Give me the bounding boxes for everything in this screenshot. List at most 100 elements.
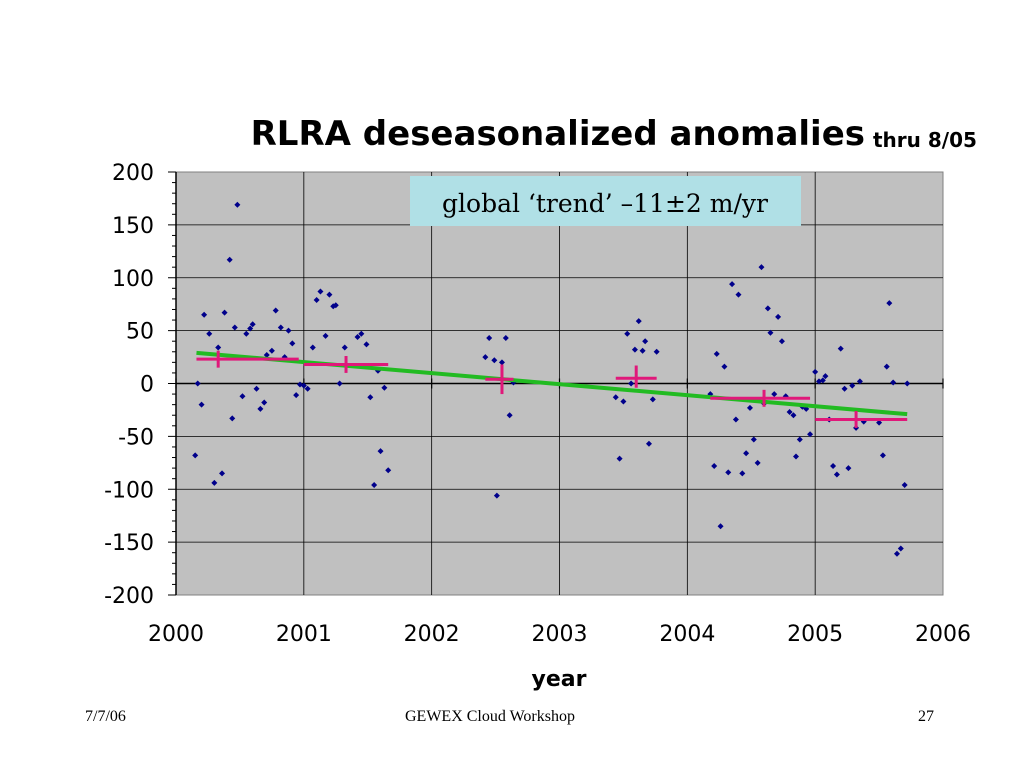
data-point <box>841 385 848 392</box>
data-point <box>775 313 782 320</box>
y-tick-label: -100 <box>104 478 154 503</box>
data-point <box>309 344 316 351</box>
data-point <box>890 379 897 386</box>
data-point <box>778 338 785 345</box>
data-point <box>486 335 493 342</box>
data-point <box>711 462 718 469</box>
data-point <box>904 380 911 387</box>
data-point <box>502 335 509 342</box>
data-point <box>767 329 774 336</box>
x-tick-label: 2000 <box>148 622 204 647</box>
data-point <box>336 380 343 387</box>
trend-annotation: global ‘trend’ –11±2 m/yr <box>410 176 801 226</box>
data-point <box>300 382 307 389</box>
data-point <box>754 459 761 466</box>
data-point <box>790 412 797 419</box>
data-point <box>819 377 826 384</box>
data-point <box>385 467 392 474</box>
data-point <box>253 385 260 392</box>
data-point <box>363 341 370 348</box>
data-point <box>381 384 388 391</box>
data-point <box>249 321 256 328</box>
annual-means <box>196 350 908 428</box>
data-point <box>322 332 329 339</box>
data-point <box>876 419 883 426</box>
data-point <box>758 264 765 271</box>
x-tick-label: 2001 <box>276 622 332 647</box>
data-point <box>326 291 333 298</box>
data-point <box>317 288 324 295</box>
data-point <box>239 393 246 400</box>
data-point <box>206 330 213 337</box>
data-point <box>721 363 728 370</box>
data-point <box>739 470 746 477</box>
y-tick-label: 150 <box>112 214 154 239</box>
x-tick-label: 2006 <box>915 622 971 647</box>
data-point <box>631 346 638 353</box>
data-point <box>830 462 837 469</box>
data-point <box>812 368 819 375</box>
x-tick-label: 2003 <box>532 622 588 647</box>
data-points <box>192 201 911 557</box>
data-point <box>764 305 771 312</box>
data-point <box>771 391 778 398</box>
y-tick-label: -150 <box>104 531 154 556</box>
data-point <box>367 394 374 401</box>
y-tick-label: 100 <box>112 267 154 292</box>
data-point <box>897 545 904 552</box>
annotation-text: global ‘trend’ –11±2 m/yr <box>442 189 768 218</box>
annotation-box <box>410 176 801 226</box>
data-point <box>313 296 320 303</box>
data-point <box>856 378 863 385</box>
y-tick-label: 50 <box>126 320 154 345</box>
annual-mean-marker <box>710 389 811 407</box>
data-point <box>807 431 814 438</box>
data-point <box>506 412 513 419</box>
annual-mean-marker <box>485 364 514 395</box>
data-point <box>493 492 500 499</box>
data-point <box>482 354 489 361</box>
tick-labels: 200 150 100 50 0 -50 -100 -150 -200 2000 2001 2002 2… <box>104 161 971 647</box>
data-point <box>231 324 238 331</box>
y-tick-label: 200 <box>112 161 154 186</box>
data-point <box>822 373 829 380</box>
x-tick-label: 2002 <box>404 622 460 647</box>
data-point <box>341 344 348 351</box>
data-point <box>796 436 803 443</box>
data-point <box>289 340 296 347</box>
data-point <box>729 281 736 288</box>
data-point <box>192 452 199 459</box>
data-point <box>219 470 226 477</box>
annual-mean-marker <box>615 365 657 388</box>
data-point <box>243 330 250 337</box>
data-point <box>786 409 793 416</box>
annual-mean-marker <box>303 356 389 373</box>
data-point <box>886 300 893 307</box>
data-point <box>837 345 844 352</box>
data-point <box>332 302 339 309</box>
data-point <box>354 333 361 340</box>
chart-title: RLRA deseasonalized anomalies <box>251 114 865 154</box>
data-point <box>845 465 852 472</box>
data-point <box>285 327 292 334</box>
y-tick-label: 0 <box>140 373 154 398</box>
data-point <box>211 479 218 486</box>
data-point <box>883 363 890 370</box>
data-point <box>833 471 840 478</box>
data-point <box>268 347 275 354</box>
data-point <box>201 311 208 318</box>
data-point <box>713 350 720 357</box>
data-point <box>304 385 311 392</box>
data-point <box>226 256 233 263</box>
data-point <box>750 436 757 443</box>
y-tick-label: -50 <box>118 425 154 450</box>
data-point <box>725 469 732 476</box>
data-point <box>263 351 270 358</box>
data-point <box>261 399 268 406</box>
data-point <box>215 344 222 351</box>
data-point <box>358 330 365 337</box>
data-point <box>653 348 660 355</box>
chart-subtitle: thru 8/05 <box>873 128 977 152</box>
data-point <box>371 482 378 489</box>
footer-event: GEWEX Cloud Workshop <box>405 708 575 725</box>
